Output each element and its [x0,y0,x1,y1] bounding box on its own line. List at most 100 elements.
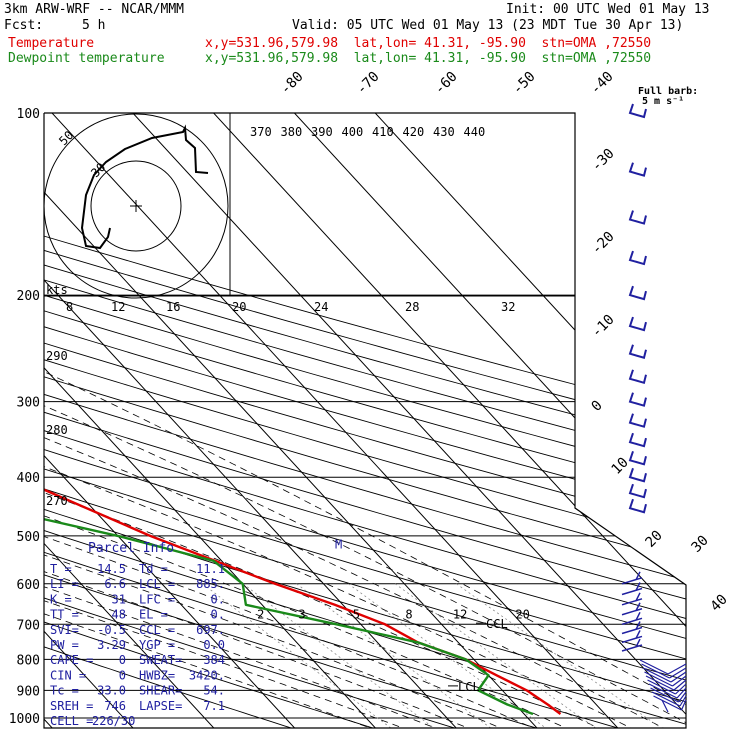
mixing-ratio-line [456,583,666,728]
wind-barb [628,392,647,407]
wind-barb [645,675,675,691]
isobar-label: 500 [17,530,40,545]
forecast-value: 5 h [82,18,106,33]
parcel-key: T = [50,562,72,576]
parcel-key: SWEAT= [139,653,182,667]
ccl-marker: CCL [486,617,508,631]
plot-frame [43,112,687,729]
isobar-label: 200 [17,289,40,304]
moist-adiabat [44,267,476,728]
isobar-label: 100 [17,107,40,122]
parcel-value: 746 [104,699,126,713]
dry-adiabat [44,113,686,728]
parcel-value: 0.0 [203,638,225,652]
parcel-key: TT = [50,608,79,622]
wind-barb [628,369,647,385]
moist-adiabat [44,267,443,728]
temperature-legend: Temperature [8,36,95,51]
wind-barb [628,162,647,177]
dry-adiabat [44,113,686,728]
wind-barb [642,667,672,683]
dry-adiabat [44,113,547,728]
wind-barb [650,687,679,703]
isotherm-line [44,113,298,728]
wind-barb [673,679,687,691]
wind-barb [651,691,681,707]
moist-adiabat [44,267,686,728]
moist-adiabat [44,267,670,728]
melting-level-marker: M [335,538,342,552]
parcel-key: LI = [50,577,79,591]
isotherm-label: 0 [589,398,606,415]
parcel-value: 6.6 [104,577,126,591]
wind-barb [628,483,647,499]
dewpoint-line [44,113,534,716]
mixing-ratio-label: 8 [405,607,412,621]
theta-label: 280 [46,423,68,437]
wind-barb [621,577,643,585]
wind-barb [621,617,643,626]
wind-barb [635,638,641,648]
wind-scale-unit: 5 m s⁻¹ [642,96,684,107]
isotherm-label: -20 [589,229,618,258]
mixing-ratio-label: 20 [515,607,529,621]
dry-adiabat [44,113,686,728]
lcl-marker: LCL [458,680,480,694]
isotherm-line [44,113,460,728]
hodograph-ring-outer [43,113,229,299]
parcel-key: CCL = [139,623,175,637]
speed-scale-label: 12 [111,300,125,314]
theta-e-label: 430 [433,125,455,139]
dewpoint-legend: Dewpoint temperature [8,51,165,66]
dry-adiabat [44,113,686,728]
hodograph-ring-inner [90,160,182,252]
speed-scale-label: 16 [166,300,180,314]
wind-barb [628,413,647,428]
wind-barb [635,582,641,591]
forecast-label: Fcst: [4,18,44,33]
speed-scale-label: 8 [66,300,73,314]
wind-barb [628,285,647,301]
parcel-key: HWBZ= [139,668,175,682]
parcel-key: SVI= [50,623,79,637]
parcel-value: -0.5 [97,623,126,637]
dry-adiabat [44,113,383,728]
wind-barb [628,450,647,466]
isotherm-line [268,113,686,728]
mixing-ratio-label: 5 [353,607,360,621]
wind-barb [667,663,687,675]
parcel-key: Tc = [50,684,79,698]
wind-barb [621,587,643,596]
isotherm-line [187,113,686,728]
theta-e-label: 370 [250,125,272,139]
moist-adiabat [44,267,508,728]
wind-barb [641,663,670,679]
isotherm-label: -60 [432,69,461,98]
parcel-value: 885. [196,577,225,591]
theta-e-label: 390 [311,125,333,139]
theta-label: 270 [46,494,68,508]
isotherm-label: -70 [354,69,383,98]
dry-adiabat [44,113,686,728]
theta-e-label: 410 [372,125,394,139]
dry-adiabat [44,113,301,728]
wind-barb [679,695,687,707]
mixing-ratio-label: 3 [298,607,305,621]
dry-adiabat [44,113,686,728]
parcel-value: 48 [112,608,126,622]
wind-barb [621,644,643,652]
mixing-ratio-label: 12 [453,607,467,621]
wind-barb [621,598,643,606]
parcel-value: 226/30 [92,714,135,728]
isobar-label: 600 [17,578,40,593]
isotherm-line [44,113,621,728]
dry-adiabat [44,113,686,728]
isotherm-label: -30 [589,146,618,175]
isotherm-label: -50 [510,69,539,98]
wind-barb [635,621,641,630]
parcel-key: SREH = [50,699,93,713]
wind-barb [621,608,643,616]
speed-scale-label: 20 [232,300,246,314]
wind-barb [628,316,647,332]
wind-barb [628,103,647,119]
